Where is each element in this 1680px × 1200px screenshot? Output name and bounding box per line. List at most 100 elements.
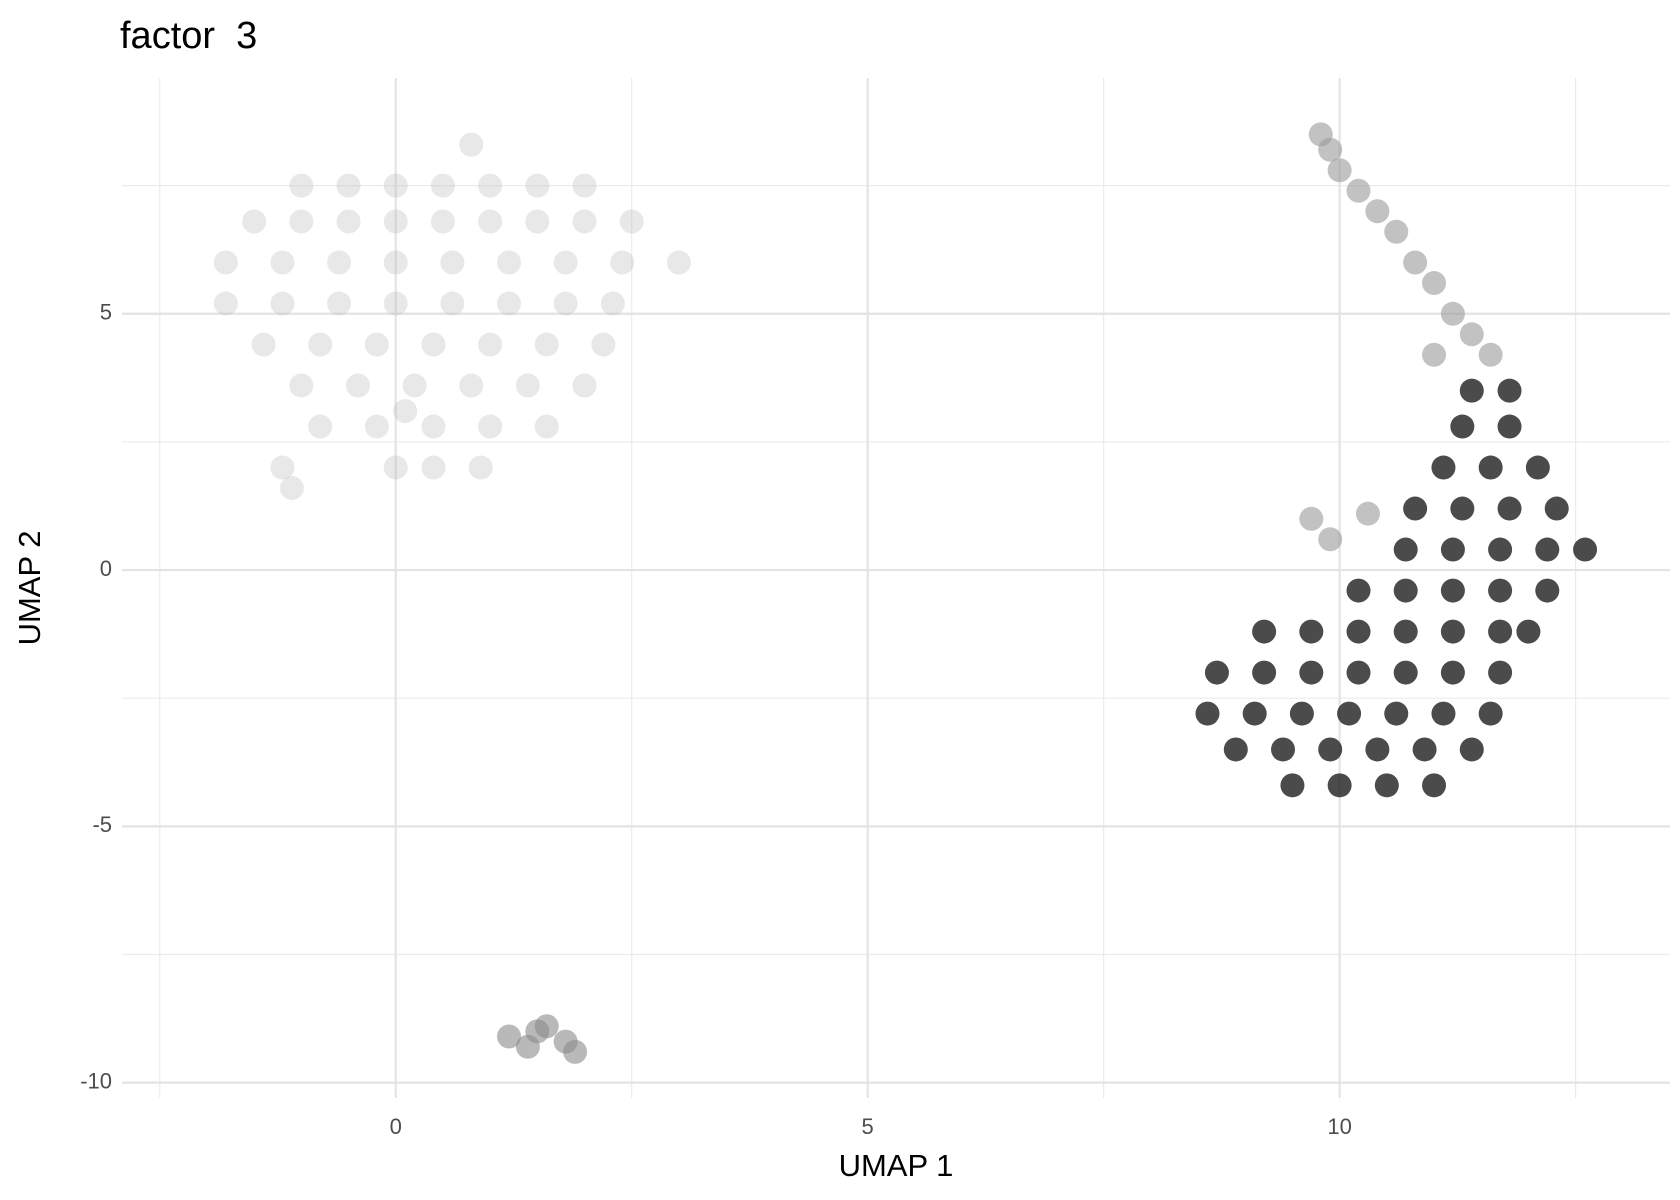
point [1242, 701, 1267, 726]
chart-title: factor 3 [120, 15, 257, 57]
point [525, 1019, 550, 1044]
point [1299, 660, 1324, 685]
point [336, 173, 361, 198]
point [430, 173, 455, 198]
point [1478, 342, 1503, 367]
point [1440, 537, 1465, 562]
point [1346, 178, 1371, 203]
point [497, 291, 521, 316]
point [242, 209, 267, 234]
point [364, 332, 389, 357]
point [1252, 619, 1277, 644]
point [1573, 537, 1598, 562]
point [1535, 578, 1560, 603]
point [1403, 250, 1428, 275]
point [1384, 219, 1409, 244]
point [1497, 414, 1522, 439]
x-axis-title: UMAP 1 [839, 1148, 954, 1183]
point [1299, 619, 1324, 644]
point [1318, 137, 1343, 162]
point [1355, 501, 1380, 526]
point [1346, 660, 1371, 685]
point [1440, 660, 1465, 685]
y-tick-label: 0 [100, 556, 112, 581]
point [1204, 660, 1229, 685]
point [1440, 619, 1465, 644]
point [430, 209, 455, 234]
point [279, 476, 304, 501]
point [383, 250, 408, 275]
x-tick-label: 5 [862, 1114, 874, 1139]
point [270, 250, 295, 275]
point [572, 373, 597, 398]
point [383, 455, 408, 480]
point [525, 173, 550, 198]
point [289, 173, 314, 198]
point [1535, 537, 1560, 562]
point [1327, 773, 1352, 798]
point [1478, 701, 1503, 726]
point [1431, 701, 1456, 726]
point [1393, 537, 1418, 562]
point [270, 291, 295, 316]
point [553, 291, 578, 316]
point [1393, 578, 1418, 603]
point [1374, 773, 1399, 798]
point [1223, 737, 1248, 762]
point [563, 1039, 588, 1064]
point [497, 250, 521, 275]
point [591, 332, 616, 357]
point [572, 209, 597, 234]
point [393, 399, 418, 424]
point [1280, 773, 1305, 798]
point [308, 332, 333, 357]
y-tick-label: -5 [92, 812, 112, 837]
point [1440, 301, 1465, 326]
point [1327, 158, 1352, 183]
point [1440, 578, 1465, 603]
point [289, 209, 314, 234]
point [1346, 578, 1371, 603]
point [1337, 701, 1362, 726]
point [1271, 737, 1295, 762]
point [497, 1024, 521, 1049]
point [1459, 378, 1484, 403]
point [1488, 537, 1513, 562]
point [553, 250, 578, 275]
point [1393, 619, 1418, 644]
point [534, 414, 559, 439]
point [1299, 506, 1324, 531]
point [1365, 737, 1390, 762]
point [1544, 496, 1569, 521]
point [1393, 660, 1418, 685]
point [1318, 737, 1343, 762]
point [1497, 496, 1522, 521]
point [1412, 737, 1437, 762]
point [1422, 773, 1447, 798]
point [459, 373, 484, 398]
point [383, 291, 408, 316]
point [1195, 701, 1220, 726]
point [1488, 660, 1513, 685]
point [308, 414, 333, 439]
point [383, 173, 408, 198]
point [459, 132, 484, 157]
point [1346, 619, 1371, 644]
point [421, 332, 446, 357]
point [421, 455, 446, 480]
point [600, 291, 625, 316]
y-tick-label: -10 [80, 1068, 112, 1093]
x-tick-label: 10 [1327, 1114, 1351, 1139]
point [213, 291, 238, 316]
point [327, 250, 352, 275]
point [478, 332, 503, 357]
point [251, 332, 276, 357]
point [327, 291, 352, 316]
point [1403, 496, 1428, 521]
point [468, 455, 493, 480]
point [1431, 455, 1456, 480]
point [478, 173, 503, 198]
point [345, 373, 370, 398]
point [1252, 660, 1277, 685]
